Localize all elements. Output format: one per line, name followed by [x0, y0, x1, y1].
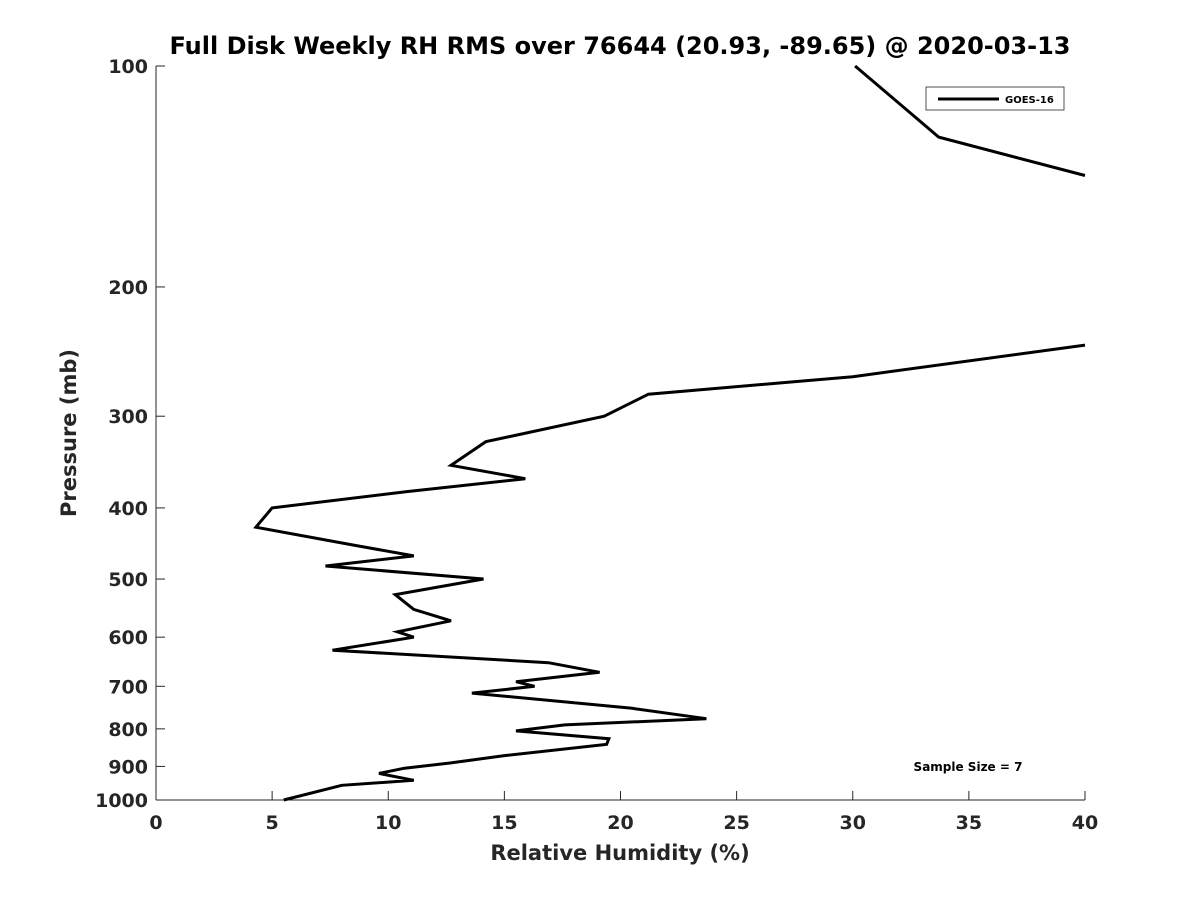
- x-tick-label: 0: [149, 812, 162, 834]
- series-line-goes-16: [253, 343, 1086, 802]
- plot-area: 0 5 10 15 20 25 30 35 40 100 200 300 400 500 600 700 80…: [95, 56, 1098, 834]
- x-tick-label: 35: [956, 812, 982, 834]
- x-tick-label: 40: [1072, 812, 1098, 834]
- y-tick-label: 800: [108, 719, 148, 741]
- y-axis-ticks: 100 200 300 400 500 600 700 800 900 1000: [95, 56, 165, 812]
- x-axis-ticks: 0 5 10 15 20 25 30 35 40: [149, 791, 1098, 834]
- y-tick-label: 900: [108, 756, 148, 778]
- y-tick-label: 700: [108, 676, 148, 698]
- series-lines: [253, 64, 1086, 802]
- sample-size-annotation: Sample Size = 7: [914, 760, 1023, 774]
- y-tick-label: 100: [108, 56, 148, 78]
- y-tick-label: 300: [108, 406, 148, 428]
- legend: GOES-16: [925, 86, 1065, 111]
- y-axis-label: Pressure (mb): [57, 349, 81, 517]
- y-tick-label: 400: [108, 498, 148, 520]
- x-tick-label: 20: [607, 812, 633, 834]
- y-tick-label: 200: [108, 277, 148, 299]
- chart-title: Full Disk Weekly RH RMS over 76644 (20.9…: [169, 32, 1070, 60]
- legend-label-goes-16: GOES-16: [1005, 95, 1054, 106]
- x-tick-label: 30: [840, 812, 866, 834]
- y-tick-label: 500: [108, 569, 148, 591]
- x-tick-label: 10: [375, 812, 401, 834]
- x-tick-label: 15: [491, 812, 517, 834]
- x-axis-label: Relative Humidity (%): [490, 841, 749, 865]
- y-tick-label: 600: [108, 627, 148, 649]
- x-tick-label: 5: [266, 812, 279, 834]
- y-tick-label: 1000: [95, 790, 148, 812]
- series-line-goes-16: [854, 64, 1086, 177]
- x-tick-label: 25: [723, 812, 749, 834]
